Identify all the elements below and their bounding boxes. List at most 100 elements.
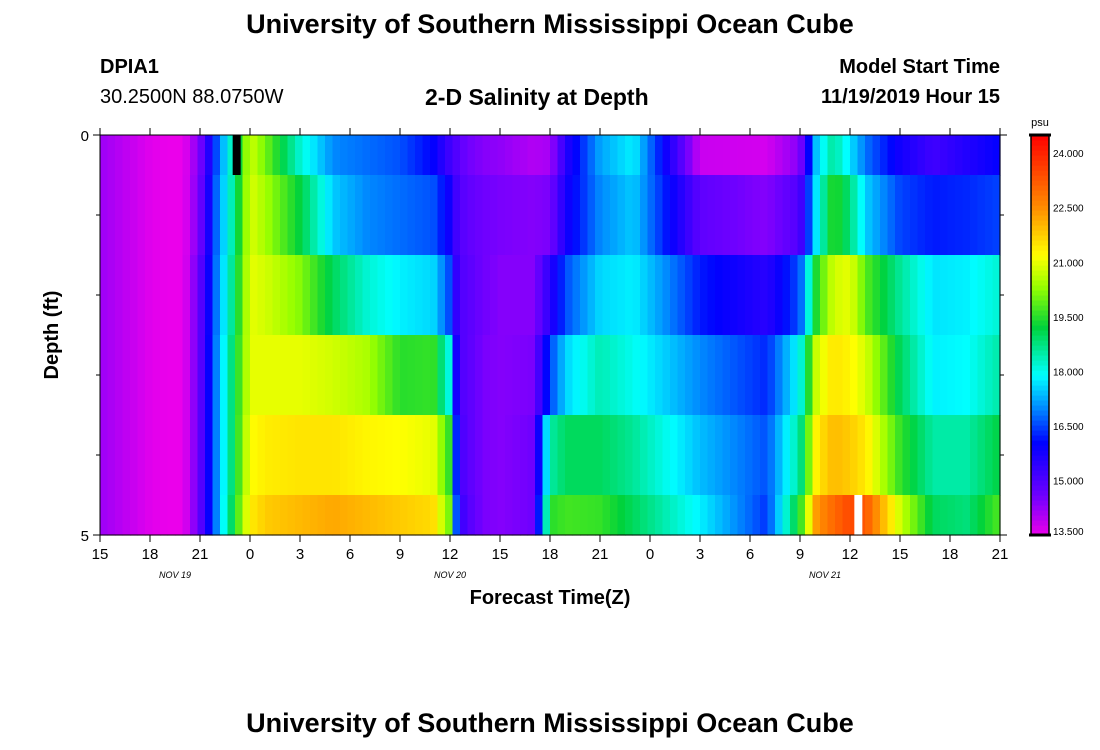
x-tick-label: 18: [142, 546, 159, 563]
heatmap-cell: [602, 335, 611, 416]
heatmap-cell: [370, 495, 379, 536]
heatmap-cell: [430, 135, 439, 176]
heatmap-cell: [415, 175, 424, 256]
heatmap-cell: [977, 495, 986, 536]
heatmap-cell: [857, 135, 866, 176]
date-label: NOV 20: [434, 570, 466, 580]
heatmap-cell: [212, 415, 221, 496]
heatmap-cell: [550, 135, 559, 176]
colorbar-segment: [1031, 500, 1049, 506]
heatmap-cell: [317, 135, 326, 176]
heatmap-cell: [460, 255, 469, 336]
heatmap-cell: [767, 335, 776, 416]
heatmap-cell: [962, 495, 971, 536]
heatmap-cell: [280, 255, 289, 336]
heatmap-cell: [190, 175, 199, 256]
heatmap-cell: [310, 135, 319, 176]
heatmap-cell: [520, 415, 529, 496]
heatmap-cell: [475, 175, 484, 256]
heatmap-cell: [137, 175, 146, 256]
heatmap-cell: [947, 415, 956, 496]
heatmap-cell: [250, 495, 259, 536]
heatmap-cell: [505, 495, 514, 536]
colorbar-segment: [1031, 165, 1049, 171]
heatmap-cell: [670, 255, 679, 336]
heatmap-cell: [617, 255, 626, 336]
heatmap-cell: [752, 415, 761, 496]
x-tick-label: 18: [942, 546, 959, 563]
heatmap-cell: [220, 415, 229, 496]
heatmap-cell: [887, 335, 896, 416]
heatmap-cell: [595, 175, 604, 256]
heatmap-cell: [437, 135, 446, 176]
heatmap-cell: [677, 335, 686, 416]
heatmap-cell: [362, 255, 371, 336]
colorbar-tick-label: 22.500: [1053, 204, 1084, 215]
heatmap-cell: [872, 335, 881, 416]
heatmap-cell: [497, 135, 506, 176]
heatmap-cell: [385, 255, 394, 336]
heatmap-cell: [205, 255, 214, 336]
heatmap-cell: [812, 255, 821, 336]
heatmap-cell: [955, 415, 964, 496]
heatmap-cell: [655, 495, 664, 536]
heatmap-cell: [940, 175, 949, 256]
colorbar-segment: [1031, 275, 1049, 281]
heatmap-cell: [310, 335, 319, 416]
heatmap-cell: [692, 495, 701, 536]
heatmap-cell: [325, 335, 334, 416]
heatmap-cell: [310, 175, 319, 256]
heatmap-cell: [752, 495, 761, 536]
heatmap-cell: [602, 255, 611, 336]
heatmap-cell: [377, 135, 386, 176]
heatmap-cell: [790, 415, 799, 496]
heatmap-cell: [145, 415, 154, 496]
colorbar-segment: [1031, 510, 1049, 516]
heatmap-cell: [317, 495, 326, 536]
colorbar-segment: [1031, 225, 1049, 231]
heatmap-cell: [685, 335, 694, 416]
heatmap-cell: [257, 335, 266, 416]
heatmap-cell: [257, 135, 266, 176]
colorbar-segment: [1031, 370, 1049, 376]
heatmap-cell: [707, 135, 716, 176]
heatmap-cell: [407, 135, 416, 176]
heatmap-cell: [557, 495, 566, 536]
heatmap-cell: [910, 335, 919, 416]
heatmap-cell: [377, 335, 386, 416]
heatmap-cell: [167, 255, 176, 336]
heatmap-cell: [812, 135, 821, 176]
heatmap-cell: [295, 175, 304, 256]
heatmap-cell: [317, 415, 326, 496]
heatmap-cell: [662, 175, 671, 256]
heatmap-cell: [505, 175, 514, 256]
heatmap-cell: [677, 255, 686, 336]
heatmap-cell: [737, 335, 746, 416]
heatmap-cell: [887, 175, 896, 256]
heatmap-cell: [137, 415, 146, 496]
heatmap-cell: [647, 135, 656, 176]
heatmap-cell: [325, 495, 334, 536]
date-label: NOV 21: [809, 570, 841, 580]
heatmap-cell: [730, 255, 739, 336]
heatmap-cell: [647, 415, 656, 496]
heatmap-cell: [272, 175, 281, 256]
heatmap-cell: [362, 135, 371, 176]
heatmap-cell: [610, 135, 619, 176]
heatmap-cell: [632, 135, 641, 176]
heatmap-cell: [422, 175, 431, 256]
heatmap-cell: [865, 495, 874, 536]
heatmap-cell: [100, 175, 109, 256]
heatmap-cell: [460, 495, 469, 536]
heatmap-cell: [850, 495, 859, 536]
heatmap-cell: [197, 415, 206, 496]
heatmap-cell: [287, 135, 296, 176]
heatmap-cell: [122, 135, 131, 176]
heatmap-cell: [707, 495, 716, 536]
heatmap-cell: [737, 255, 746, 336]
heatmap-cell: [572, 255, 581, 336]
heatmap-cell: [197, 135, 206, 176]
heatmap-cell: [857, 415, 866, 496]
heatmap-cell: [775, 335, 784, 416]
footer-title: University of Southern Mississippi Ocean…: [246, 708, 854, 738]
